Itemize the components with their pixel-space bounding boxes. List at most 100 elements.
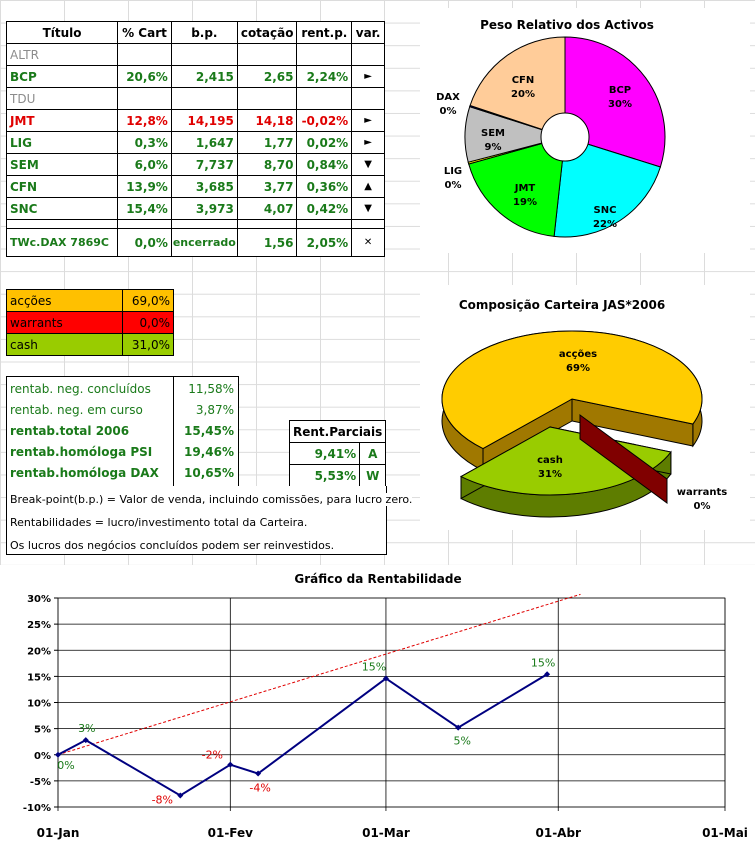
rentab-divider [173, 376, 174, 486]
table-row: CFN 13,9% 3,685 3,77 0,36% ▲ [5, 175, 385, 198]
parciais-title: Rent.Parciais [288, 420, 387, 443]
data-label: 15% [531, 656, 555, 669]
y-tick-label: -10% [23, 803, 51, 814]
table-row: SEM 6,0% 7,737 8,70 0,84% ▼ [5, 153, 385, 176]
pie1-label-snc: SNC [594, 205, 617, 216]
cell-cot: 3,77 [236, 175, 298, 198]
allocation-table: acções 69,0% warrants 0,0% cash 31,0% [5, 289, 174, 356]
pie1-hole [540, 112, 590, 162]
pie1-label-cfn-pct: 20% [511, 89, 535, 100]
data-label: -8% [152, 794, 173, 807]
rentab-dax-label: rentab.homóloga DAX [10, 465, 159, 480]
data-point [255, 770, 262, 777]
pie2-slice-warrants [579, 414, 668, 504]
pie-chart-peso-relativo: Peso Relativo dos Activos BCP 30% SNC 22% JM… [420, 8, 750, 253]
cell-bp [170, 43, 238, 66]
x-tick-label: 01-Jan [37, 826, 80, 840]
cell-var: ▼ [351, 197, 385, 220]
parcial-w-value: 5,53% [288, 464, 361, 487]
alloc-warrants-label: warrants [5, 311, 124, 334]
cell-cart: 15,4% [117, 197, 172, 220]
note-lucros: Os lucros dos negócios concluídos podem … [10, 539, 335, 552]
line-chart-rentabilidade: Gráfico da Rentabilidade -10% -5% 0% 5% 10% 1… [0, 565, 755, 851]
cell-titulo: SEM [5, 153, 119, 176]
x-tick-label: 01-Abr [536, 826, 582, 840]
data-label: -4% [249, 782, 270, 795]
parciais-table: Rent.Parciais 9,41% A 5,53% W [288, 420, 387, 487]
pie1-label-lig: LIG [444, 166, 462, 177]
table-row: JMT 12,8% 14,195 14,18 -0,02% ► [5, 109, 385, 132]
alloc-row-acoes: acções 69,0% [5, 289, 174, 312]
cell-cot: 4,07 [236, 197, 298, 220]
cell-var: ▼ [351, 153, 385, 176]
data-label: 5% [453, 735, 470, 748]
pie1-label-dax: DAX [436, 92, 460, 103]
data-point [455, 724, 462, 731]
cell-titulo: TWc.DAX 7869C [5, 228, 119, 257]
alloc-row-cash: cash 31,0% [5, 333, 174, 356]
pie2-label-acoes: acções [559, 349, 597, 360]
alloc-acoes-label: acções [5, 289, 124, 312]
data-point [382, 675, 389, 682]
table-row: SNC 15,4% 3,973 4,07 0,42% ▼ [5, 197, 385, 220]
data-label: 15% [362, 660, 386, 673]
pie1-slice-cfn [469, 36, 566, 138]
y-tick-label: 0% [34, 751, 51, 762]
y-tick-label: 30% [27, 594, 51, 605]
pie1-title: Peso Relativo dos Activos [480, 18, 654, 32]
cell-rent: 2,24% [296, 65, 353, 88]
rentabilidade-line [57, 673, 548, 797]
rentab-dax-value: 10,65% [184, 465, 234, 480]
cell-var [351, 43, 385, 66]
cell-rent: 0,36% [296, 175, 353, 198]
cell-var: ✕ [351, 228, 385, 257]
pie1-slice-jmt [468, 136, 566, 237]
rentab-total-value: 15,45% [184, 423, 234, 438]
rentab-psi-value: 19,46% [184, 444, 234, 459]
parcial-a-value: 9,41% [288, 442, 361, 465]
header-titulo: Título [5, 21, 119, 44]
cell-cart: 13,9% [117, 175, 172, 198]
pie1-slice-bcp [564, 36, 666, 168]
pie2-title: Composição Carteira JAS*2006 [459, 298, 665, 312]
cell-cart: 20,6% [117, 65, 172, 88]
cell-cot [236, 43, 298, 66]
y-tick-label: 20% [27, 646, 51, 657]
cell-rent: 0,42% [296, 197, 353, 220]
table-row: ALTR [5, 43, 385, 66]
pie1-label-bcp: BCP [609, 85, 631, 96]
table-header-row: Título % Cart b.p. cotação rent.p. var. [5, 21, 385, 44]
table-row: TDU [5, 87, 385, 110]
cell-rent: 0,02% [296, 131, 353, 154]
cell-bp: 14,195 [170, 109, 238, 132]
alloc-cash-label: cash [5, 333, 124, 356]
note-rentabilidades: Rentabilidades = lucro/investimento tota… [10, 516, 308, 529]
cell-var [351, 87, 385, 110]
x-tick-label: 01-Mai [702, 826, 748, 840]
cell-cot: 2,65 [236, 65, 298, 88]
cell-var: ▲ [351, 175, 385, 198]
table-row: LIG 0,3% 1,647 1,77 0,02% ► [5, 131, 385, 154]
pie2-label-cash-pct: 31% [538, 469, 562, 480]
x-tick-label: 01-Mar [362, 826, 410, 840]
table-row: TWc.DAX 7869C 0,0% encerrado 1,56 2,05% ✕ [5, 228, 385, 257]
rentab-psi-label: rentab.homóloga PSI [10, 444, 153, 459]
table-row: BCP 20,6% 2,415 2,65 2,24% ► [5, 65, 385, 88]
cell-cart: 6,0% [117, 153, 172, 176]
cell-cart: 0,3% [117, 131, 172, 154]
alloc-row-warrants: warrants 0,0% [5, 311, 174, 334]
cell-titulo: TDU [5, 87, 119, 110]
cell-var: ► [351, 109, 385, 132]
table-separator-row [5, 219, 385, 229]
rentab-curso-value: 3,87% [195, 402, 234, 417]
data-label: 3% [78, 722, 95, 735]
rentab-total-label: rentab.total 2006 [10, 423, 130, 438]
cell-cot: 1,77 [236, 131, 298, 154]
header-var: var. [351, 21, 385, 44]
x-tick-label: 01-Fev [208, 826, 254, 840]
rentab-concluidos-value: 11,58% [188, 381, 234, 396]
data-point [544, 671, 551, 678]
pie1-label-cfn: CFN [512, 75, 535, 86]
cell-rent [296, 87, 353, 110]
data-point [55, 751, 61, 758]
